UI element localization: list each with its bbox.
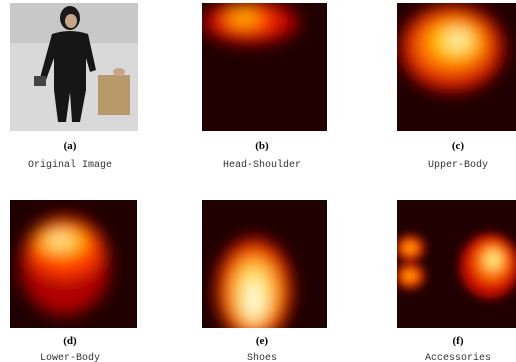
heatmap [202,200,327,342]
heatmap [396,200,516,328]
panel-letter: (f) [453,335,464,347]
panel-letter: (e) [256,335,269,347]
panel-letter: (d) [63,335,77,347]
panel-caption: Lower-Body [40,352,100,362]
panel-caption: Original Image [28,159,112,171]
heatmap [10,200,137,328]
original-image [10,3,138,131]
heatmap [397,3,516,131]
panel-letter: (c) [452,140,465,152]
panel-caption: Accessories [425,352,491,362]
panel-caption: Upper-Body [428,159,488,171]
panel-letter: (b) [255,140,269,152]
panel-letter: (a) [64,140,77,152]
heatmap [202,0,327,131]
figure: (a) Original Image (b) Head-Shoulder (c)… [0,0,516,362]
panel-caption: Shoes [247,352,277,362]
panel-caption: Head-Shoulder [223,159,301,171]
